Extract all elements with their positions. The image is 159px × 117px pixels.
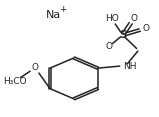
Text: Na: Na — [46, 10, 61, 20]
Text: O: O — [105, 42, 112, 51]
Text: O: O — [32, 63, 39, 72]
Text: +: + — [59, 5, 67, 14]
Text: H₃CO: H₃CO — [3, 77, 27, 86]
Text: O: O — [143, 24, 150, 33]
Text: HO: HO — [105, 14, 119, 23]
Text: S: S — [119, 30, 127, 40]
Text: O: O — [130, 14, 137, 23]
Text: NH: NH — [123, 62, 137, 71]
